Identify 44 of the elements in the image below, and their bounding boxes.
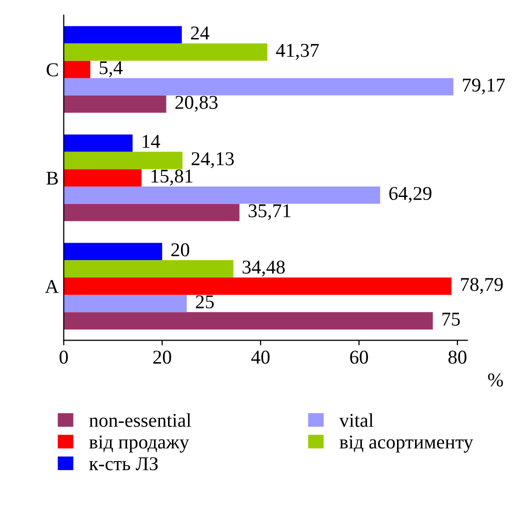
data-label: 24 bbox=[191, 26, 210, 40]
data-label: 25 bbox=[196, 295, 214, 308]
data-label: 5,4 bbox=[100, 61, 123, 78]
bar bbox=[64, 312, 433, 330]
data-label: 24,13 bbox=[192, 152, 234, 168]
x-axis-title: % bbox=[488, 373, 503, 387]
data-label: 79,17 bbox=[462, 78, 505, 94]
x-tick-label: 60 bbox=[350, 350, 368, 364]
legend-label: non-essential bbox=[89, 413, 192, 427]
bar bbox=[64, 134, 133, 152]
bar bbox=[64, 60, 90, 78]
x-tick-label: 80 bbox=[448, 350, 466, 364]
bar bbox=[64, 78, 454, 96]
bar bbox=[64, 43, 268, 61]
bar bbox=[64, 204, 240, 222]
bar bbox=[64, 242, 162, 260]
bar bbox=[64, 152, 182, 170]
data-label: 78,79 bbox=[461, 278, 503, 294]
data-label: 75 bbox=[442, 312, 460, 326]
bar bbox=[64, 294, 187, 312]
bar bbox=[64, 260, 234, 278]
legend-label: від асортименту bbox=[340, 436, 474, 453]
legend-label: vital bbox=[339, 413, 374, 427]
bar bbox=[64, 169, 142, 186]
y-tick-label: A bbox=[45, 280, 59, 293]
bar bbox=[64, 278, 452, 295]
bar bbox=[64, 95, 166, 113]
data-label: 15,81 bbox=[152, 170, 192, 186]
x-tick-label: 20 bbox=[153, 350, 172, 364]
data-label: 64,29 bbox=[389, 186, 432, 203]
data-label: 34,48 bbox=[242, 260, 285, 276]
y-tick-label: B bbox=[46, 172, 58, 185]
bar bbox=[64, 26, 182, 44]
data-label: 14 bbox=[142, 134, 160, 148]
legend-label: від продажу bbox=[89, 436, 190, 453]
data-label: 41,37 bbox=[276, 44, 319, 60]
x-tick-label: 40 bbox=[251, 350, 270, 364]
y-tick-label: C bbox=[46, 63, 58, 76]
data-label: 20 bbox=[171, 243, 190, 256]
x-tick-label: 0 bbox=[60, 350, 68, 364]
data-label: 35,71 bbox=[248, 204, 290, 220]
data-label: 20,83 bbox=[175, 96, 218, 112]
legend-label: к-сть ЛЗ bbox=[89, 457, 158, 470]
bar bbox=[64, 186, 380, 204]
